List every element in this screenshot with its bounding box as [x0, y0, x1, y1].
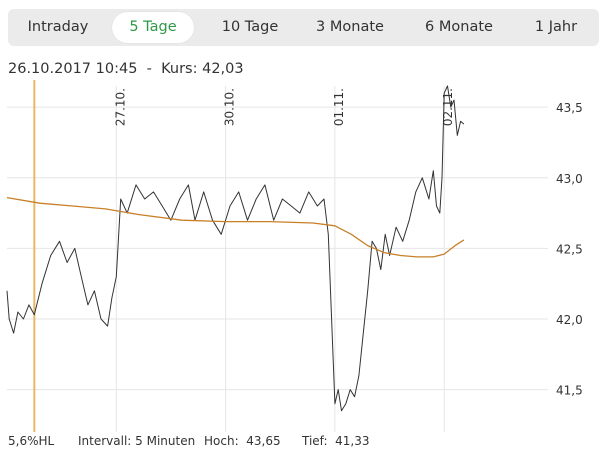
tab-3-monate[interactable]: 3 Monate — [316, 19, 384, 35]
footer-indicator: 5,6%HL — [8, 434, 55, 448]
y-tick-label: 43,5 — [556, 101, 583, 115]
y-tick-label: 42,5 — [556, 242, 583, 256]
timeframe-tabbar: Intraday 5 Tage 10 Tage 3 Monate 6 Monat… — [8, 9, 599, 46]
y-tick-label: 41,5 — [556, 384, 583, 398]
y-tick-label: 43,0 — [556, 172, 583, 186]
quote-kurs-value: 42,03 — [202, 61, 244, 77]
price-series-line — [6, 85, 465, 412]
average-series-line — [6, 196, 465, 258]
day-label: 30.10. — [223, 88, 237, 126]
tab-10-tage[interactable]: 10 Tage — [221, 19, 279, 35]
quote-readout: 26.10.2017 10:45 - Kurs: 42,03 — [8, 61, 244, 77]
footer-interval: Intervall: 5 Minuten — [78, 434, 196, 448]
footer-low: Tief: 41,33 — [302, 434, 370, 448]
day-label: 02.11. — [441, 88, 455, 126]
quote-separator: - — [146, 61, 152, 77]
tab-intraday[interactable]: Intraday — [27, 19, 89, 35]
tab-5-tage[interactable]: 5 Tage — [112, 12, 194, 43]
footer-high: Hoch: 43,65 — [204, 434, 281, 448]
day-label: 01.11. — [332, 88, 346, 126]
quote-kurs-label: Kurs: — [161, 61, 198, 77]
day-label: 27.10. — [113, 88, 127, 126]
price-chart[interactable]: 41,5 42,0 42,5 43,0 43,5 27.10. 30.10. 01.11. 02… — [0, 76, 599, 434]
y-tick-label: 42,0 — [556, 313, 583, 327]
quote-datetime: 26.10.2017 10:45 — [8, 61, 138, 77]
tab-1-jahr[interactable]: 1 Jahr — [534, 19, 578, 35]
tab-6-monate[interactable]: 6 Monate — [425, 19, 493, 35]
